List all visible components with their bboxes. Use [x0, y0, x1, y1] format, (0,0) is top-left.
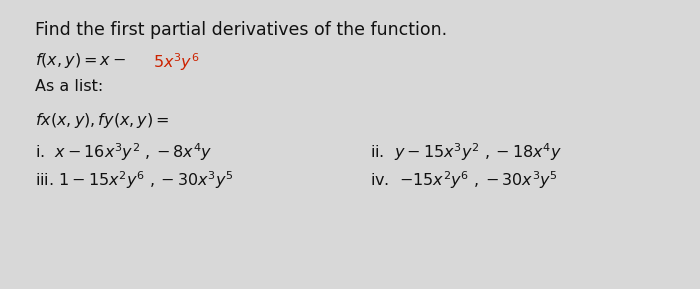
Text: $5x^3y^6$: $5x^3y^6$: [153, 51, 200, 73]
Text: ii.  $y - 15x^3y^2\ , -18x^4y$: ii. $y - 15x^3y^2\ , -18x^4y$: [370, 141, 562, 163]
Text: iv.  $-15x^2y^6\ , -30x^3y^5$: iv. $-15x^2y^6\ , -30x^3y^5$: [370, 169, 558, 191]
Text: i.  $x - 16x^3y^2\ , -8x^4y$: i. $x - 16x^3y^2\ , -8x^4y$: [35, 141, 212, 163]
Text: $f(x, y) = x - $: $f(x, y) = x - $: [35, 51, 126, 70]
Text: iii. $1 - 15x^2y^6\ , -30x^3y^5$: iii. $1 - 15x^2y^6\ , -30x^3y^5$: [35, 169, 234, 191]
Text: As a list:: As a list:: [35, 79, 104, 94]
Text: $fx(x, y), fy(x, y) =$: $fx(x, y), fy(x, y) =$: [35, 111, 169, 130]
Text: Find the first partial derivatives of the function.: Find the first partial derivatives of th…: [35, 21, 447, 39]
